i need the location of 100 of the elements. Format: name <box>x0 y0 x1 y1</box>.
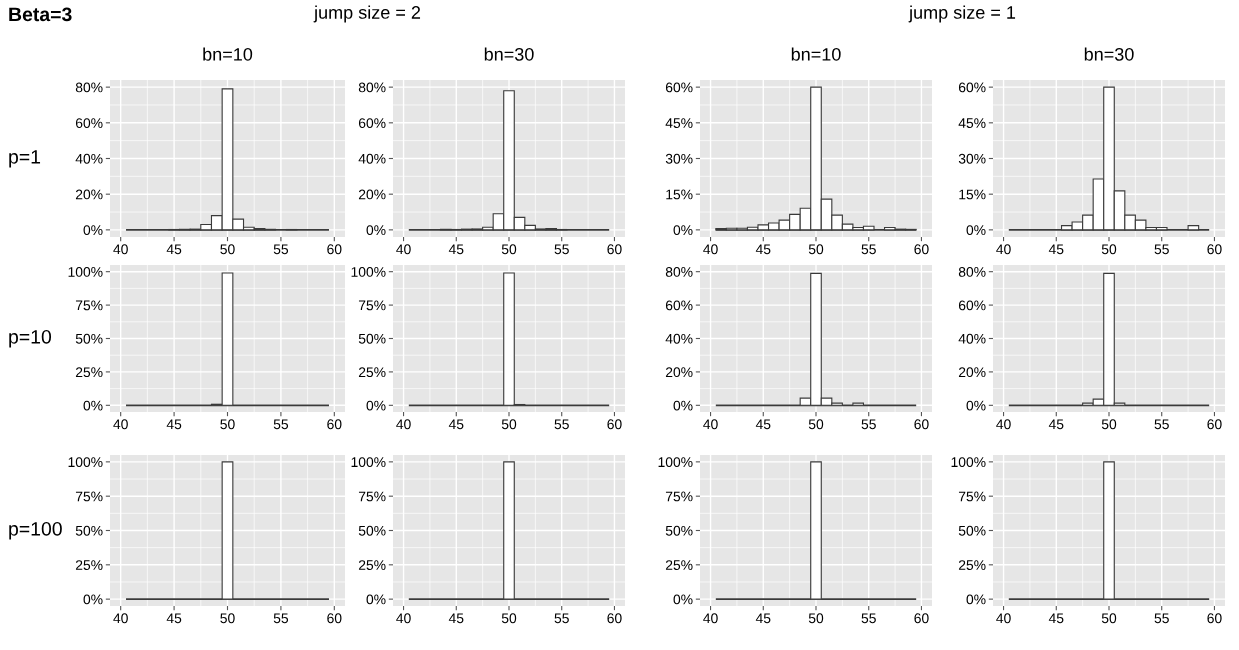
x-tick-label: 40 <box>703 613 718 624</box>
x-tick-label: 50 <box>808 613 824 624</box>
text: Beta=3 <box>9 7 72 22</box>
x-tick-label: 55 <box>273 419 289 430</box>
y-tick-label: 30% <box>958 153 986 164</box>
chart-title: bn=10 <box>791 47 841 61</box>
y-tick-label: 20% <box>358 189 386 200</box>
y-tick-label: 0% <box>673 400 693 411</box>
y-tick-label: 20% <box>665 367 693 378</box>
y-tick-label: 60% <box>958 300 986 311</box>
y-tick-label: 80% <box>665 267 693 277</box>
y-tick-label: 0% <box>673 594 693 605</box>
chart-title: bn=10 <box>203 47 253 61</box>
y-tick-label: 20% <box>958 367 986 378</box>
y-tick-label: 40% <box>358 153 386 164</box>
y-axis-title: p=10 <box>9 329 52 348</box>
y-tick-label: 75% <box>358 300 386 311</box>
text: jump size = 1 <box>908 5 1016 23</box>
x-tick-label: 50 <box>220 419 235 430</box>
y-tick-label: 60% <box>665 300 693 311</box>
x-tick-label: 45 <box>755 244 771 255</box>
y-tick-label: 25% <box>665 560 693 570</box>
y-tick-label: 75% <box>75 491 103 502</box>
x-tick-label: 55 <box>1154 419 1169 430</box>
x-tick-label: 40 <box>113 419 128 430</box>
y-tick-label: 0% <box>366 225 386 236</box>
y-tick-label: 100% <box>68 457 103 468</box>
y-tick-label: 60% <box>958 82 986 93</box>
y-tick-label: 100% <box>68 267 103 277</box>
x-tick-label: 45 <box>755 613 771 624</box>
y-tick-label: 25% <box>358 560 386 570</box>
y-tick-label: 100% <box>658 457 693 468</box>
y-tick-label: 80% <box>75 82 103 93</box>
x-tick-label: 45 <box>448 419 464 430</box>
y-tick-label: 80% <box>358 82 386 93</box>
y-axis-title: p=100 <box>9 521 62 540</box>
x-tick-label: 55 <box>554 419 569 430</box>
x-tick-label: 45 <box>166 244 182 255</box>
x-tick-label: 50 <box>220 613 235 624</box>
x-tick-label: 60 <box>914 613 929 624</box>
y-tick-label: 60% <box>75 118 103 128</box>
x-tick-label: 60 <box>607 244 622 255</box>
x-tick-label: 55 <box>1154 244 1169 255</box>
y-tick-label: 60% <box>665 82 693 93</box>
x-tick-label: 60 <box>607 419 622 430</box>
chart-title: bn=30 <box>484 47 534 61</box>
y-tick-label: 0% <box>83 400 103 411</box>
x-tick-label: 45 <box>755 419 771 430</box>
y-tick-label: 40% <box>958 333 986 344</box>
x-tick-label: 40 <box>396 419 411 430</box>
x-tick-label: 60 <box>327 244 342 255</box>
x-tick-label: 60 <box>607 613 622 624</box>
y-tick-label: 45% <box>958 118 986 128</box>
y-tick-label: 60% <box>358 118 386 128</box>
x-tick-label: 40 <box>703 244 718 255</box>
x-tick-label: 45 <box>166 613 182 624</box>
x-tick-label: 60 <box>327 613 342 624</box>
y-tick-label: 50% <box>958 525 986 536</box>
x-tick-label: 55 <box>554 244 569 255</box>
x-tick-label: 40 <box>996 613 1011 624</box>
x-tick-label: 60 <box>327 419 342 430</box>
x-tick-label: 55 <box>273 244 289 255</box>
y-tick-label: 75% <box>75 300 103 311</box>
y-tick-label: 50% <box>75 525 103 536</box>
y-tick-label: 75% <box>665 491 693 502</box>
y-tick-label: 0% <box>83 594 103 605</box>
x-tick-label: 50 <box>1101 244 1117 255</box>
x-tick-label: 40 <box>396 244 411 255</box>
y-tick-label: 0% <box>966 400 986 411</box>
y-tick-label: 0% <box>673 225 693 236</box>
y-tick-label: 50% <box>75 333 103 344</box>
y-tick-label: 25% <box>358 367 386 378</box>
x-tick-label: 40 <box>113 613 128 624</box>
x-tick-label: 55 <box>861 419 876 430</box>
x-tick-label: 60 <box>1207 613 1222 624</box>
x-tick-label: 40 <box>703 419 718 430</box>
x-tick-label: 40 <box>113 244 128 255</box>
y-tick-label: 20% <box>75 189 103 200</box>
x-tick-label: 50 <box>501 419 517 430</box>
text: jump size = 2 <box>313 5 421 23</box>
x-tick-label: 50 <box>808 419 824 430</box>
x-tick-label: 45 <box>1048 244 1064 255</box>
x-tick-label: 60 <box>1207 419 1222 430</box>
y-tick-label: 25% <box>75 367 103 378</box>
y-tick-label: 45% <box>665 118 693 128</box>
y-tick-label: 30% <box>665 153 693 164</box>
y-tick-label: 40% <box>665 333 693 344</box>
y-tick-label: 0% <box>966 225 986 236</box>
x-tick-label: 50 <box>501 244 517 255</box>
y-tick-label: 0% <box>366 400 386 411</box>
x-tick-label: 55 <box>1154 613 1169 624</box>
y-tick-label: 100% <box>951 457 986 468</box>
y-tick-label: 50% <box>665 525 693 536</box>
x-tick-label: 50 <box>220 244 235 255</box>
y-tick-label: 15% <box>959 189 986 200</box>
y-tick-label: 50% <box>358 333 386 344</box>
y-tick-label: 15% <box>666 189 693 200</box>
x-tick-label: 50 <box>1101 613 1117 624</box>
x-tick-label: 45 <box>448 244 464 255</box>
x-tick-label: 50 <box>1101 419 1117 430</box>
